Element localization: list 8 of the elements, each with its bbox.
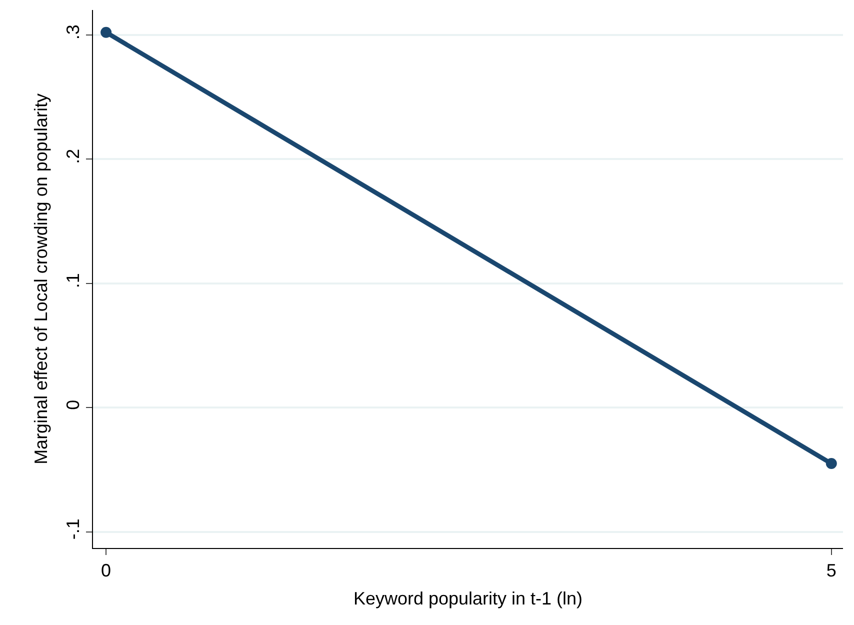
y-tick-label: -.1 xyxy=(62,518,83,540)
y-tick-label: .2 xyxy=(62,148,83,164)
x-axis-title: Keyword popularity in t-1 (ln) xyxy=(353,588,583,609)
y-tick-label: .1 xyxy=(62,273,83,288)
y-axis-title: Marginal effect of Local crowding on popularity xyxy=(31,94,51,464)
y-tick-label: 0 xyxy=(62,400,83,410)
x-tick-label: 5 xyxy=(826,560,836,581)
y-tick-label: .3 xyxy=(62,24,83,40)
